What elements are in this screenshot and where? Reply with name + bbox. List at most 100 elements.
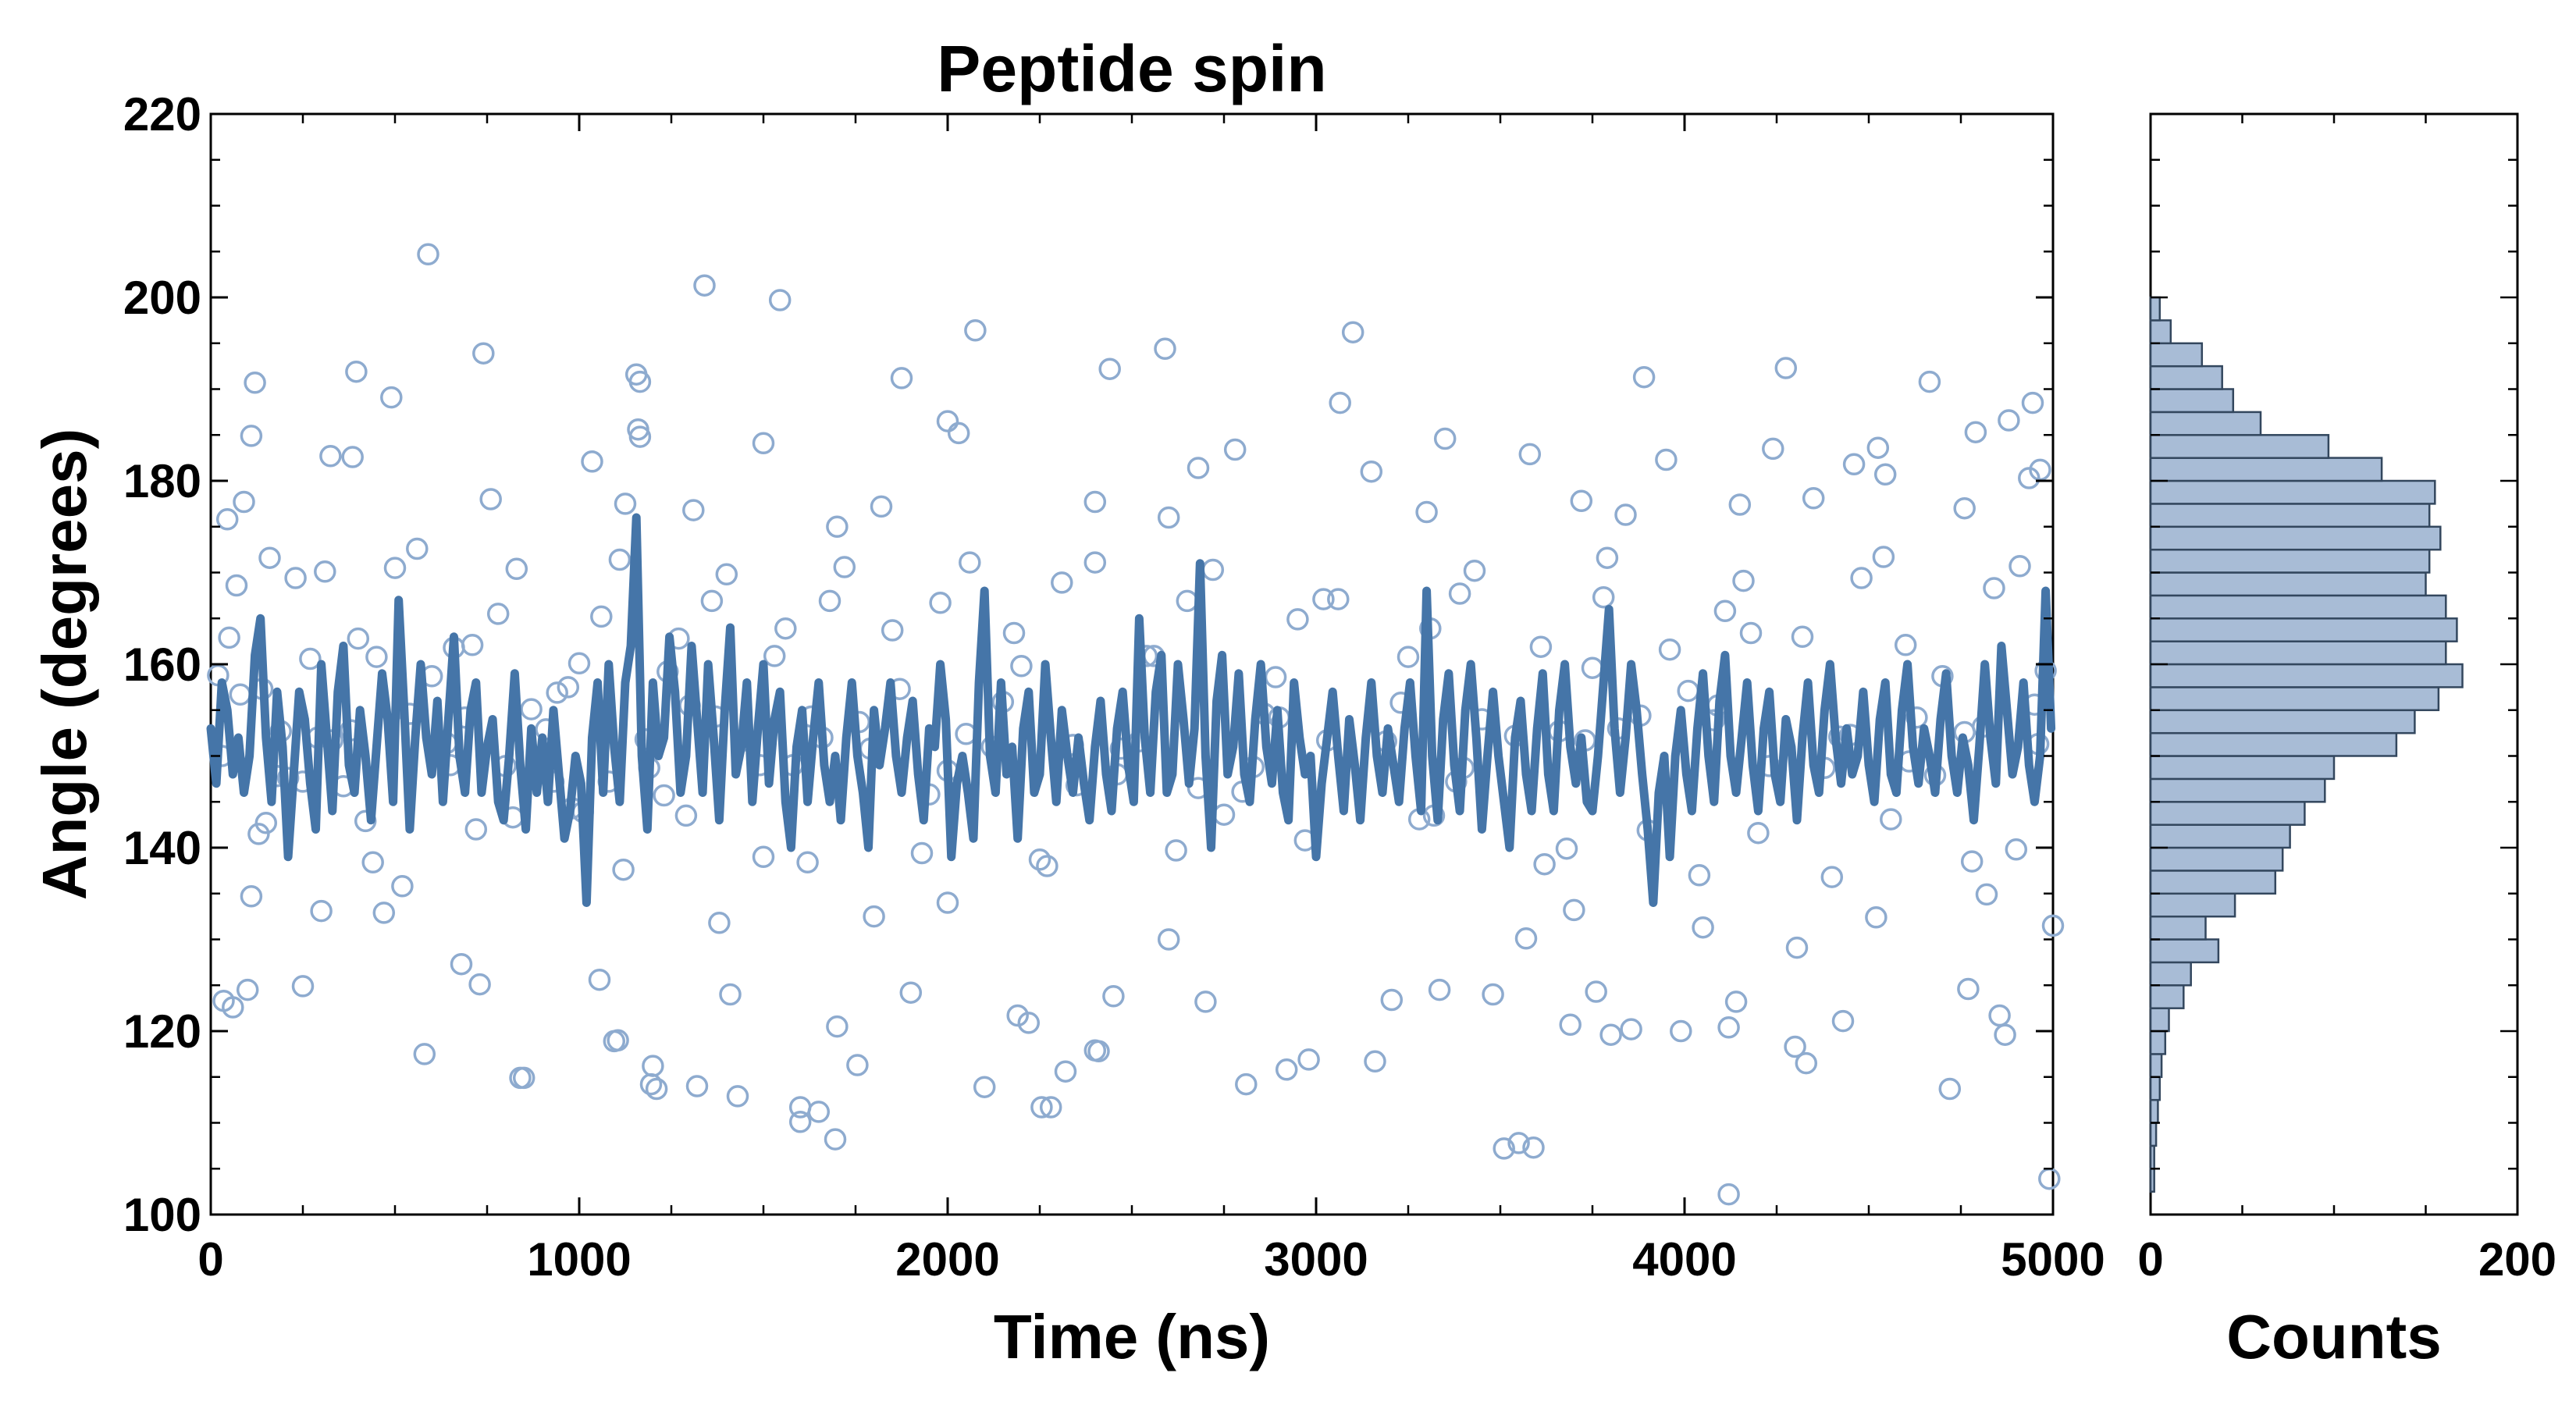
scatter-point [512,1066,535,1090]
scatter-point [1341,321,1364,343]
histogram-bar [2149,686,2440,712]
scatter-point [947,422,970,445]
scatter-point [2041,914,2065,937]
scatter-point [1518,443,1542,466]
y-tick-label: 120 [123,1005,201,1058]
histogram-bar [2149,984,2185,1009]
scatter-point [1380,988,1404,1012]
x-tick-label: 0 [197,1233,223,1286]
scatter-point [1327,588,1350,610]
scatter-point [1894,634,1917,656]
histogram-bar [2149,571,2427,597]
scatter-point [1083,1039,1107,1062]
scatter-point [768,289,792,311]
histogram-plot: 0 200 Counts [2137,112,2556,1371]
scatter-point [1448,582,1471,605]
scatter-point [973,1076,996,1098]
histogram-bar [2149,525,2442,551]
scatter-point [1724,991,1748,1013]
scatter-point [1312,588,1335,610]
scatter-point [486,603,510,625]
scatter-point [2008,555,2031,578]
scatter-point [1585,980,1607,1003]
scatter-point [1802,487,1825,510]
scatter-point [1831,1009,1855,1033]
scatter-point [642,1055,664,1077]
scatter-point [314,560,336,583]
scatter-point [218,626,240,649]
scatter-point [826,1015,849,1038]
scatter-point [682,499,705,521]
scatter-point [479,488,502,510]
scatter-point [1717,1016,1740,1039]
scatter-point [222,996,244,1019]
scatter-point [1865,906,1888,929]
scatter-point [1463,559,1486,582]
scatter-point [1223,438,1247,461]
scatter-point [899,981,923,1004]
y-axis-ticks: 100 120 140 160 180 200 220 [123,88,2053,1241]
histogram-bars [2149,296,2464,1193]
scatter-point [1880,808,1902,831]
histogram-bar [2149,640,2447,666]
histogram-bar [2149,801,2306,826]
scatter-point [1165,839,1187,862]
histogram-y-ticks [2151,112,2517,1216]
scatter-point [1017,1012,1041,1034]
scatter-point [581,450,603,473]
scatter-point [1006,1004,1029,1027]
histogram-bar [2149,1076,2161,1101]
scatter-point [1083,490,1107,514]
scatter-point [1428,978,1451,1001]
scatter-point [1036,855,1059,877]
scatter-point [964,319,987,342]
scatter-point [1264,666,1287,688]
scatter-point [1286,608,1309,631]
y-tick-label: 160 [123,638,201,691]
histogram-x-tick-label: 200 [2478,1233,2556,1286]
scatter-point [417,243,439,266]
main-plot-frame [209,112,2055,1216]
scatter-point [1732,569,1755,592]
scatter-point [1201,558,1225,582]
scatter-point [1329,391,1351,414]
scatter-point [929,592,952,614]
scatter-point [826,515,849,539]
scatter-point [1039,1096,1062,1119]
scatter-point [959,551,981,574]
scatter-point [603,1030,626,1053]
histogram-bar [2149,503,2431,528]
scatter-point [774,617,797,640]
scatter-point [1010,655,1033,678]
running-average-line-group [206,513,2056,907]
scatter-point [1397,646,1420,668]
scatter-point [406,537,429,560]
y-axis-label: Angle (degrees) [30,429,99,901]
x-tick-label: 3000 [1264,1233,1368,1286]
scatter-point [1964,421,1987,443]
histogram-bar [2149,457,2383,482]
running-average-line [206,513,2056,907]
scatter-point [1415,500,1438,524]
scatter-point [910,841,934,865]
scatter-point [700,589,724,613]
scatter-point [1717,1183,1740,1206]
histogram-bar [2149,1122,2158,1147]
scatter-point [345,360,368,383]
scatter-point [1692,916,1714,939]
scatter-point [608,548,632,571]
histogram-bar [2149,1168,2155,1193]
histogram-bar [2149,1030,2167,1055]
scatter-point [233,490,255,514]
scatter-point [1157,506,1180,529]
scatter-point [639,1072,663,1096]
scatter-point [1784,1035,1806,1058]
scatter-point [708,912,731,934]
scatter-point [1102,985,1125,1008]
scatter-point [468,973,491,996]
scatter-point [1514,927,1538,950]
scatter-point [557,676,580,699]
scatter-point [1953,496,1976,520]
scatter-point [1275,1058,1298,1081]
histogram-bar [2149,411,2262,436]
